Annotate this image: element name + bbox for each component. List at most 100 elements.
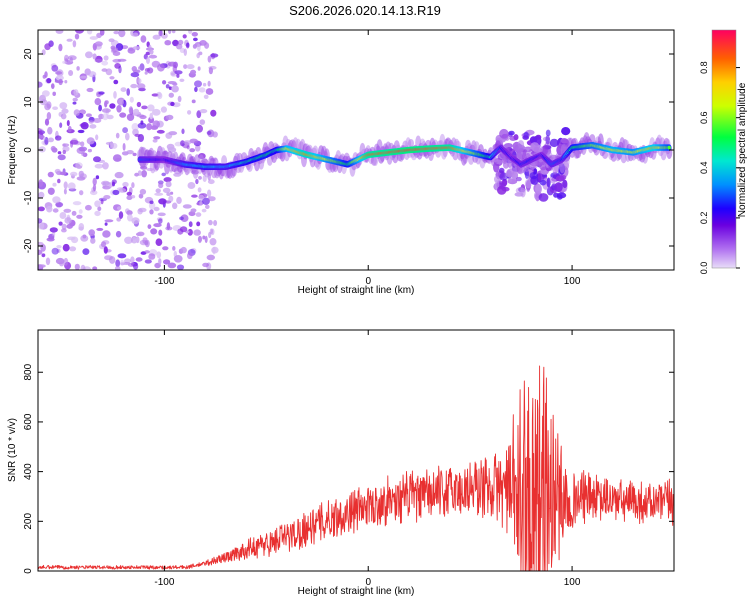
noise-blob (168, 195, 174, 202)
noise-blob (62, 243, 70, 252)
noise-blob (168, 131, 178, 136)
noise-blob (118, 65, 122, 74)
noise-blob (63, 188, 67, 195)
x-tick-label: 0 (365, 577, 371, 588)
noise-blob (207, 55, 212, 63)
noise-blob (74, 263, 80, 270)
scatter-blob (505, 170, 516, 178)
noise-blob (112, 189, 120, 196)
ridge-core (667, 145, 671, 150)
noise-blob (187, 182, 196, 189)
noise-blob (155, 188, 161, 194)
noise-blob (44, 118, 50, 126)
noise-blob (148, 253, 156, 260)
noise-blob (92, 53, 97, 60)
noise-blob (183, 140, 192, 145)
noise-blob (162, 246, 169, 251)
noise-blob (86, 87, 94, 93)
noise-blob (95, 175, 100, 180)
noise-blob (144, 250, 150, 254)
colorbar-tick-label: 0.0 (699, 262, 709, 275)
noise-blob (194, 80, 202, 88)
noise-blob (72, 97, 78, 102)
noise-blob (140, 35, 147, 43)
noise-blob (52, 106, 58, 110)
noise-blob (124, 236, 133, 244)
noise-blob (163, 259, 171, 265)
noise-blob (52, 91, 56, 97)
y-tick-label: 400 (23, 463, 34, 480)
scatter-blob (507, 177, 513, 183)
scatter-blob (546, 177, 551, 188)
noise-blob (158, 30, 163, 37)
noise-blob (103, 195, 111, 200)
noise-blob (206, 130, 212, 135)
noise-blob (183, 48, 187, 56)
noise-blob (52, 196, 61, 204)
scatter-blob (513, 134, 519, 141)
noise-blob (126, 210, 133, 216)
y-tick-label: 20 (23, 48, 34, 60)
ridge-halo (589, 134, 596, 143)
noise-blob (61, 223, 67, 230)
noise-blob (94, 98, 102, 106)
noise-blob (171, 30, 176, 34)
noise-blob (118, 30, 126, 38)
noise-blob (98, 104, 102, 112)
scatter-blob (555, 175, 565, 182)
noise-blob (165, 84, 170, 89)
scatter-blob (554, 182, 563, 193)
noise-blob (129, 96, 134, 103)
noise-blob (148, 44, 152, 53)
noise-blob (146, 56, 150, 64)
noise-blob (45, 257, 51, 266)
colorbar-tick-label: 0.4 (699, 162, 709, 175)
noise-blob (104, 219, 114, 223)
noise-blob (46, 237, 55, 242)
noise-blob (212, 131, 218, 138)
noise-blob (120, 87, 127, 92)
noise-blob (194, 86, 198, 93)
noise-blob (192, 44, 197, 49)
noise-blob (139, 115, 147, 120)
noise-blob (164, 40, 172, 46)
noise-blob (171, 72, 176, 76)
noise-blob (59, 122, 63, 128)
noise-blob (147, 224, 152, 230)
noise-blob (208, 219, 213, 226)
noise-blob (176, 73, 180, 78)
noise-blob (62, 149, 66, 155)
x-tick-label: -100 (154, 577, 174, 588)
noise-blob (191, 32, 198, 37)
noise-blob (68, 70, 74, 76)
noise-blob (121, 151, 129, 156)
noise-blob (71, 210, 77, 216)
scatter-blob (516, 143, 523, 154)
spectrogram-y-label: Frequency (Hz) (7, 116, 18, 185)
noise-blob (199, 119, 206, 125)
noise-blob (97, 206, 102, 211)
noise-blob (86, 30, 93, 35)
noise-blob (78, 170, 85, 178)
noise-blob (113, 30, 119, 35)
colorbar-gradient (711, 29, 737, 269)
noise-blob (41, 253, 46, 258)
noise-blob (131, 123, 139, 131)
noise-blob (94, 210, 101, 217)
noise-blob (152, 34, 161, 40)
noise-blob (128, 106, 134, 114)
noise-blob (205, 88, 214, 95)
noise-blob (130, 195, 136, 199)
noise-blob (172, 65, 177, 73)
noise-blob (156, 129, 165, 134)
noise-blob (100, 241, 107, 248)
noise-blob (193, 37, 198, 42)
ridge-halo (408, 139, 414, 148)
noise-blob (96, 227, 104, 231)
noise-blob (47, 137, 55, 143)
noise-blob (69, 139, 79, 145)
noise-blob (153, 206, 160, 212)
noise-blob (102, 162, 109, 170)
